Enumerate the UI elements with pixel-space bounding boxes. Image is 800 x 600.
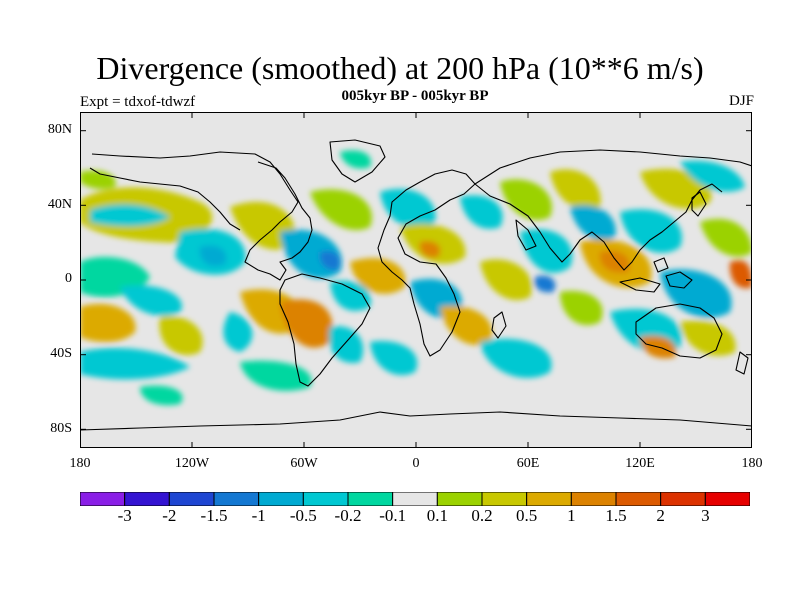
colorbar-swatch [168, 492, 215, 506]
colorbar-swatch [704, 492, 750, 506]
colorbar-swatch [481, 492, 528, 506]
colorbar-label: 3 [701, 506, 710, 525]
x-tick-label: 60E [516, 456, 540, 471]
y-tick-label: 80N [47, 122, 72, 137]
colorbar-swatch [660, 492, 706, 506]
x-tick-label: 120W [174, 456, 210, 471]
colorbar-label: 0.1 [426, 506, 448, 525]
colorbar-swatch [124, 492, 170, 506]
colorbar-label: -0.5 [289, 506, 317, 525]
colorbar-label: 1 [567, 506, 576, 525]
colorbar-swatch [213, 492, 260, 506]
colorbar-label: 0.2 [471, 506, 493, 525]
divergence-map [80, 112, 752, 448]
experiment-label: Expt = tdxof-tdwzf [80, 94, 196, 110]
colorbar-swatch [570, 492, 617, 506]
colorbar-label: -1 [251, 506, 266, 525]
x-tick-label: 180 [69, 456, 91, 471]
y-tick-label: 40S [50, 346, 72, 361]
coastlines [80, 139, 752, 431]
colorbar-label: -3 [117, 506, 132, 525]
colorbar-label: -0.2 [334, 506, 362, 525]
colorbar-label: 1.5 [605, 506, 627, 525]
x-tick-label: 180 [741, 456, 763, 471]
colorbar-label: 2 [656, 506, 665, 525]
period-subtitle: 005kyr BP - 005kyr BP [341, 88, 489, 104]
y-tick-label: 40N [47, 197, 72, 212]
season-label: DJF [728, 93, 754, 109]
colorbar-label: -1.5 [200, 506, 228, 525]
colorbar-swatch [80, 492, 126, 506]
colorbar-swatch [258, 492, 304, 506]
colorbar-swatch [615, 492, 662, 506]
colorbar-label: 0.5 [516, 506, 538, 525]
colorbar-swatch [347, 492, 394, 506]
x-tick-label: 0 [412, 456, 420, 471]
colorbar [80, 492, 750, 506]
y-tick-label: 80S [50, 421, 72, 436]
x-tick-label: 120E [625, 456, 655, 471]
map-tick-marks [80, 112, 752, 448]
x-tick-label: 60W [290, 456, 318, 471]
colorbar-label: -2 [162, 506, 177, 525]
colorbar-swatch [392, 492, 438, 506]
y-tick-label: 0 [65, 271, 72, 286]
colorbar-swatch [302, 492, 349, 506]
chart-title: Divergence (smoothed) at 200 hPa (10**6 … [96, 50, 704, 86]
contour-fill-layer [80, 150, 752, 406]
colorbar-swatch [526, 492, 572, 506]
colorbar-swatch [436, 492, 483, 506]
colorbar-label: -0.1 [379, 506, 407, 525]
